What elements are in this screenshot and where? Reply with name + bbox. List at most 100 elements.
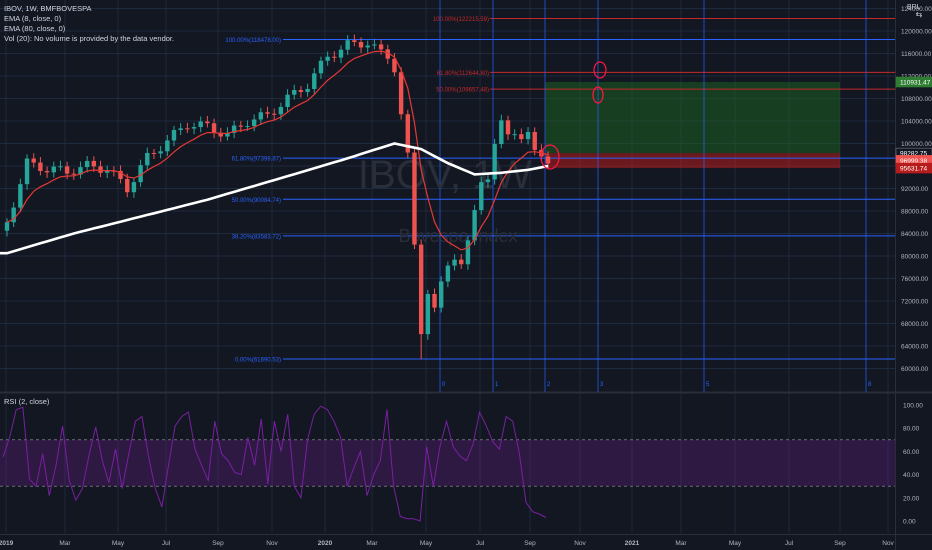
price-tick-label: 116000.00 <box>901 51 932 58</box>
candle-body <box>231 125 237 133</box>
price-tick-label: 76000.00 <box>901 276 928 283</box>
axes: 124000.00120000.00116000.00112000.001080… <box>0 6 932 547</box>
candle-body <box>225 132 230 137</box>
time-tick-label: 2021 <box>625 540 640 547</box>
price-badge <box>895 162 932 174</box>
candle-body <box>171 130 177 141</box>
candle-body <box>372 44 377 46</box>
candle-body <box>84 160 90 168</box>
candle-body <box>258 112 264 120</box>
price-tick-label: 80000.00 <box>901 254 928 261</box>
price-badge-text: 96999.38 <box>900 158 927 165</box>
candle-body <box>525 131 531 140</box>
candle-body <box>485 179 491 183</box>
rsi-pane <box>0 405 895 522</box>
circle-mark <box>593 61 607 79</box>
price-badge-text: 98282.75 <box>900 151 927 158</box>
rsi-tick-label: 40.00 <box>903 472 920 479</box>
candle-body <box>312 73 317 89</box>
candle-body <box>332 56 337 58</box>
time-tick-label: Mar <box>366 540 378 547</box>
candle-body <box>285 94 290 107</box>
candle-body <box>479 182 484 211</box>
rsi-tick-label: 80.00 <box>903 426 920 433</box>
rsi-tick-label: 100.00 <box>903 403 923 410</box>
watermark-description: Bovespa Index <box>398 226 517 246</box>
candle-body <box>439 281 444 308</box>
candle-body <box>425 293 431 335</box>
candle-body <box>318 60 324 74</box>
candles <box>4 34 551 359</box>
candle-body <box>11 207 16 223</box>
settings-icon[interactable]: ⇆ <box>915 10 923 19</box>
candle-body <box>432 293 437 308</box>
legend-volume[interactable]: Vol (20): No volume is provided by the d… <box>4 34 175 43</box>
moving-averages <box>0 50 549 255</box>
time-tick-label: Sep <box>834 540 846 547</box>
candle-body <box>465 240 471 265</box>
candle-body <box>492 144 497 180</box>
candle-body <box>4 222 10 231</box>
candle-body <box>512 134 517 136</box>
time-tick-label: Nov <box>266 540 278 547</box>
time-tick-label: Jul <box>476 540 485 547</box>
time-tick-label: May <box>729 540 742 547</box>
candle-body <box>98 166 103 173</box>
rsi-legend[interactable]: RSI (2, close) <box>4 397 50 406</box>
target-zone <box>545 82 840 154</box>
price-badge-text: 95631.74 <box>900 166 927 173</box>
fib-label: 61.80%(97398.87) <box>232 157 281 163</box>
candle-body <box>151 152 157 154</box>
price-tick-label: 100000.00 <box>901 141 932 148</box>
candle-body <box>505 120 511 135</box>
fib-label: 100.00%(118478.00) <box>225 38 281 44</box>
fib-label: 50.00%(90084.74) <box>232 198 281 204</box>
price-tick-label: 64000.00 <box>901 344 928 351</box>
candle-body <box>345 40 350 50</box>
legend-ema80[interactable]: EMA (80, close, 0) <box>4 24 66 33</box>
rsi-band-fill <box>0 439 895 487</box>
candle-body <box>71 173 76 175</box>
time-tick-label: May <box>112 540 125 547</box>
candle-body <box>64 166 70 174</box>
currency-label[interactable]: BRL <box>907 4 921 11</box>
time-tick-label: 2019 <box>0 540 14 547</box>
legend-symbol[interactable]: IBOV, 1W, BMFBOVESPA <box>4 4 92 13</box>
time-tick-label: May <box>420 540 433 547</box>
candle-body <box>165 140 170 152</box>
candle-body <box>272 113 277 115</box>
candle-body <box>305 88 310 92</box>
candle-body <box>31 158 36 163</box>
time-tick-label: Jul <box>162 540 171 547</box>
rsi-tick-label: 0.00 <box>903 519 916 526</box>
stop-zone <box>545 153 840 169</box>
candle-body <box>358 41 364 48</box>
candle-body <box>532 131 537 150</box>
candle-body <box>292 90 297 95</box>
candle-body <box>412 152 417 245</box>
circle-mark <box>540 144 560 170</box>
price-tick-label: 108000.00 <box>901 96 932 103</box>
candle-body <box>18 184 23 208</box>
price-badge-text: 110931.47 <box>900 80 931 87</box>
candle-body <box>138 165 143 183</box>
fib-time-label: 0 <box>442 382 446 388</box>
candle-body <box>205 121 210 124</box>
time-tick-label: Sep <box>212 540 224 547</box>
fib-label: 38.20%(83583.72) <box>232 234 281 240</box>
price-tick-label: 60000.00 <box>901 366 928 373</box>
rsi-line <box>2 405 547 522</box>
candle-body <box>191 127 197 129</box>
fib-ext-label: 61.80%(112644.80) <box>437 71 489 77</box>
candle-body <box>385 49 390 59</box>
candle-body <box>398 72 404 115</box>
price-tick-label: 72000.00 <box>901 299 928 306</box>
legend-ema8[interactable]: EMA (8, close, 0) <box>4 14 62 23</box>
candle-body <box>58 166 63 168</box>
candle-body <box>24 158 30 185</box>
candle-body <box>338 49 344 58</box>
rsi-tick-label: 60.00 <box>903 449 920 456</box>
candle-body <box>185 128 190 130</box>
fib-label: 0.00%(61690.53) <box>235 357 281 363</box>
candle-body <box>198 121 203 128</box>
